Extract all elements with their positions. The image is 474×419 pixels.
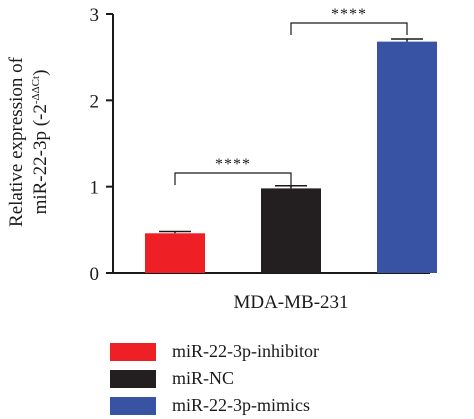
y-tick-label: 1 [90,178,100,199]
y-tick-label: 0 [90,264,100,285]
y-axis-label-line1: Relative expression of [6,56,27,227]
y-axis-label-line2: miR-22-3p (-2 [30,104,51,214]
significance-label: **** [331,6,367,23]
legend: miR-22-3p-inhibitor miR-NC miR-22-3p-mim… [110,338,319,419]
y-axis-label: Relative expression of [6,56,27,227]
y-tick-label: 2 [90,91,100,112]
legend-label-nc: miR-NC [172,368,235,388]
legend-swatch-mimics [110,396,156,415]
significance-brackets: **** **** [174,6,408,185]
significance-bracket [174,172,292,185]
bar-chart: Relative expression of miR-22-3p (-2-ΔΔC… [6,5,437,313]
bar-miR-NC [261,188,321,273]
legend-swatch-nc [110,369,156,388]
error-bar-miR-22-3p-inhibitor [159,230,191,234]
legend-item-mimics: miR-22-3p-mimics [110,392,319,419]
legend-item-inhibitor: miR-22-3p-inhibitor [110,338,319,365]
error-bar-miR-22-3p-mimics [391,38,423,42]
x-category-label: MDA-MB-231 [233,292,348,313]
bars [145,38,437,274]
bar-miR-22-3p-mimics [377,41,437,274]
y-axis-label-superscript: -ΔΔCt [30,76,42,104]
bar-miR-22-3p-inhibitor [145,233,205,273]
legend-item-nc: miR-NC [110,365,319,392]
significance-label: **** [215,156,251,173]
y-tick-label: 3 [90,5,100,26]
significance-bracket [290,22,408,35]
y-axis-label-line2-end: ) [30,70,51,76]
legend-swatch-inhibitor [110,342,156,361]
legend-label-mimics: miR-22-3p-mimics [172,395,310,415]
y-axis-label-second: miR-22-3p (-2-ΔΔCt) [30,70,51,215]
error-bar-miR-NC [275,185,307,189]
legend-label-inhibitor: miR-22-3p-inhibitor [172,341,319,361]
